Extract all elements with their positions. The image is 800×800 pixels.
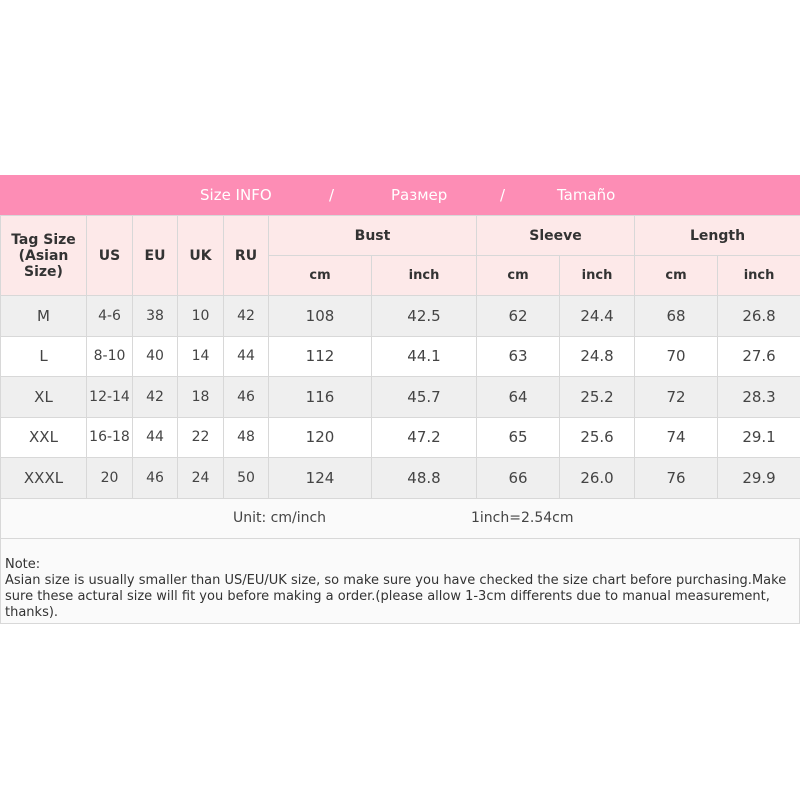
table-row: M 4-6 38 10 42 108 42.5 62 24.4 68 26.8 xyxy=(0,295,800,337)
table-row: XL 12-14 42 18 46 116 45.7 64 25.2 72 28.3 xyxy=(0,376,800,418)
table-cell: 44 xyxy=(223,335,269,377)
unit-row: Unit: cm/inch 1inch=2.54cm xyxy=(0,497,800,539)
table-cell: 48 xyxy=(223,416,269,458)
header-us: US xyxy=(86,215,133,296)
table-cell: 66 xyxy=(476,457,561,499)
note-title: Note: xyxy=(5,556,41,572)
header-length-inch: inch xyxy=(717,255,800,296)
table-cell: 108 xyxy=(268,295,372,337)
table-cell: XL xyxy=(0,376,87,418)
table-cell: 65 xyxy=(476,416,561,458)
table-cell: 25.2 xyxy=(559,376,636,418)
table-cell: 63 xyxy=(476,335,561,377)
table-cell: 120 xyxy=(268,416,372,458)
size-info-banner: Size INFO / Размер / Tamaño xyxy=(0,175,800,215)
table-cell: XXL xyxy=(0,416,87,458)
table-cell: 27.6 xyxy=(717,335,800,377)
table-cell: 24.4 xyxy=(559,295,636,337)
table-cell: 47.2 xyxy=(370,416,478,458)
table-cell: XXXL xyxy=(0,457,87,499)
table-cell: 14 xyxy=(177,335,224,377)
table-cell: 50 xyxy=(223,457,269,499)
table-cell: 72 xyxy=(634,376,719,418)
table-cell: 45.7 xyxy=(370,376,478,418)
table-cell: 29.1 xyxy=(717,416,800,458)
table-cell: L xyxy=(0,335,87,377)
table-cell: 26.0 xyxy=(559,457,636,499)
table-cell: 12-14 xyxy=(86,376,133,418)
note-text: Asian size is usually smaller than US/EU… xyxy=(5,572,787,620)
unit-cell: Unit: cm/inch 1inch=2.54cm xyxy=(0,497,800,539)
table-cell: 40 xyxy=(132,335,178,377)
header-sleeve-cm: cm xyxy=(476,255,561,296)
table-cell: 10 xyxy=(177,295,224,337)
table-cell: 48.8 xyxy=(370,457,478,499)
table-cell: 112 xyxy=(268,335,372,377)
header-sleeve: Sleeve xyxy=(476,215,636,256)
table-cell: 42 xyxy=(132,376,178,418)
table-cell: 64 xyxy=(476,376,561,418)
table-cell: 29.9 xyxy=(717,457,800,499)
note-box: Note: Asian size is usually smaller than… xyxy=(0,538,800,624)
table-cell: 70 xyxy=(634,335,719,377)
banner-separator: / xyxy=(329,186,335,204)
table-cell: 18 xyxy=(177,376,224,418)
table-cell: 4-6 xyxy=(86,295,133,337)
header-bust-cm: cm xyxy=(268,255,372,296)
table-cell: 116 xyxy=(268,376,372,418)
header-uk: UK xyxy=(177,215,224,296)
table-cell: 38 xyxy=(132,295,178,337)
table-cell: 76 xyxy=(634,457,719,499)
table-cell: 42.5 xyxy=(370,295,478,337)
table-cell: 124 xyxy=(268,457,372,499)
table-cell: 46 xyxy=(132,457,178,499)
table-cell: 26.8 xyxy=(717,295,800,337)
table-cell: M xyxy=(0,295,87,337)
unit-label: Unit: cm/inch xyxy=(233,509,327,526)
unit-conversion: 1inch=2.54cm xyxy=(471,509,574,526)
table-row: XXXL 20 46 24 50 124 48.8 66 26.0 76 29.9 xyxy=(0,457,800,499)
header-bust-inch: inch xyxy=(370,255,478,296)
banner-separator: / xyxy=(500,186,506,204)
table-cell: 16-18 xyxy=(86,416,133,458)
table-cell: 62 xyxy=(476,295,561,337)
header-ru: RU xyxy=(223,215,269,296)
table-cell: 8-10 xyxy=(86,335,133,377)
table-row: XXL 16-18 44 22 48 120 47.2 65 25.6 74 29.1 xyxy=(0,416,800,458)
header-length-cm: cm xyxy=(634,255,719,296)
table-cell: 74 xyxy=(634,416,719,458)
banner-title-en: Size INFO xyxy=(200,186,272,204)
header-tag-line1: Tag Size xyxy=(11,231,76,248)
table-cell: 25.6 xyxy=(559,416,636,458)
header-tag-size: Tag Size (Asian Size) xyxy=(0,215,87,296)
banner-title-es: Tamaño xyxy=(557,186,616,204)
table-cell: 24.8 xyxy=(559,335,636,377)
table-cell: 20 xyxy=(86,457,133,499)
table-cell: 24 xyxy=(177,457,224,499)
header-length: Length xyxy=(634,215,800,256)
header-eu: EU xyxy=(132,215,178,296)
table-row: L 8-10 40 14 44 112 44.1 63 24.8 70 27.6 xyxy=(0,335,800,377)
size-table: Tag Size (Asian Size) US EU UK RU Bust Sl… xyxy=(0,215,800,539)
table-cell: 68 xyxy=(634,295,719,337)
table-cell: 46 xyxy=(223,376,269,418)
table-cell: 28.3 xyxy=(717,376,800,418)
banner-title-ru: Размер xyxy=(391,186,448,204)
table-cell: 42 xyxy=(223,295,269,337)
header-tag-line2: (Asian Size) xyxy=(18,247,69,280)
table-cell: 22 xyxy=(177,416,224,458)
table-cell: 44.1 xyxy=(370,335,478,377)
size-chart: Size INFO / Размер / Tamaño Tag Size (Asi… xyxy=(0,175,800,624)
header-bust: Bust xyxy=(267,215,478,256)
table-cell: 44 xyxy=(132,416,178,458)
header-sleeve-inch: inch xyxy=(559,255,636,296)
